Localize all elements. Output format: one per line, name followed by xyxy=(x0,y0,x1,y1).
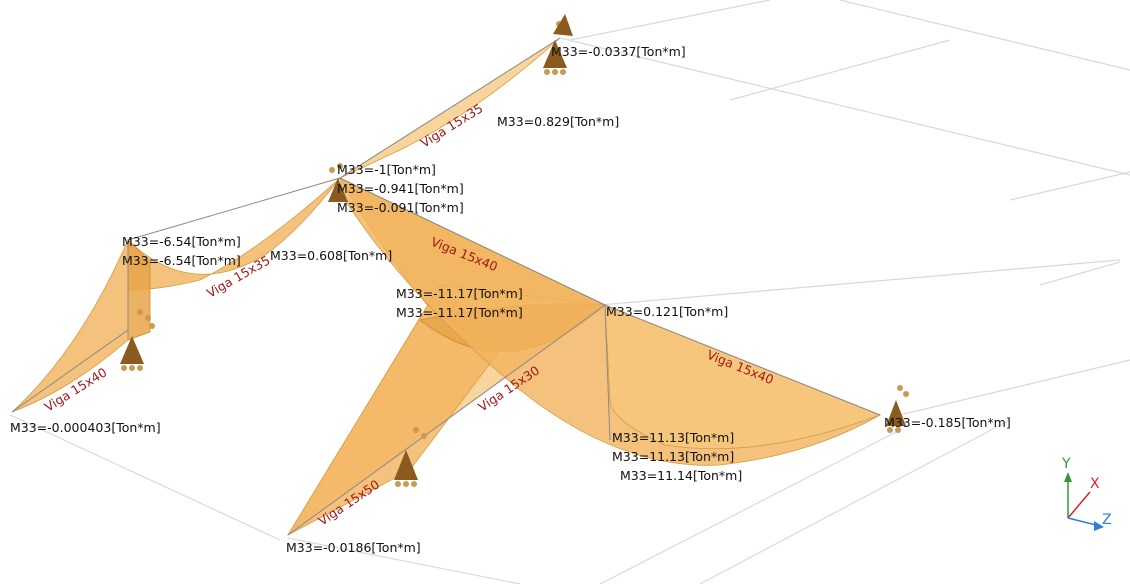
moment-label-pos-1: M33=11.13[Ton*m] xyxy=(612,430,734,445)
axis-triad: Y X Z xyxy=(1061,456,1112,531)
support-roller xyxy=(411,481,417,487)
moment-area-right-span xyxy=(604,304,882,450)
grid-line xyxy=(1009,171,1130,201)
support-triangle xyxy=(553,14,573,36)
support-roller xyxy=(897,385,903,391)
beam-line xyxy=(604,304,881,416)
support-triangle xyxy=(328,178,348,202)
moment-label-span1: M33=0.829[Ton*m] xyxy=(497,114,619,129)
support-roller xyxy=(121,365,127,371)
moment-label-left-2: M33=-6.54[Ton*m] xyxy=(122,253,241,268)
grid-line xyxy=(899,359,1130,416)
grid-line xyxy=(599,259,1121,306)
support-roller xyxy=(329,167,335,173)
axis-x-label: X xyxy=(1090,476,1100,492)
support-left-node xyxy=(120,309,155,371)
support-triangle xyxy=(394,450,418,480)
support-triangle xyxy=(886,400,906,426)
moment-label-pos-2: M33=11.13[Ton*m] xyxy=(612,449,734,464)
grid-line xyxy=(287,537,521,584)
grid-line xyxy=(1039,261,1121,286)
grid-line xyxy=(559,37,1130,176)
support-roller xyxy=(395,481,401,487)
support-roller xyxy=(137,309,143,315)
grid-line xyxy=(729,39,951,101)
moment-label-far-left: M33=-0.000403[Ton*m] xyxy=(10,420,161,435)
moment-label-left-1: M33=-6.54[Ton*m] xyxy=(122,234,241,249)
moment-label-span2: M33=0.608[Ton*m] xyxy=(270,248,392,263)
support-triangle xyxy=(543,40,567,68)
grid-line xyxy=(569,0,771,41)
support-roller xyxy=(129,365,135,371)
moment-label-top: M33=-0.0337[Ton*m] xyxy=(551,44,686,59)
support-roller xyxy=(403,481,409,487)
grid-line xyxy=(599,429,901,584)
grid-line xyxy=(699,419,1011,584)
support-roller xyxy=(413,427,419,433)
support-right xyxy=(886,385,909,433)
beam-line xyxy=(287,304,606,536)
support-roller xyxy=(552,69,558,75)
beam-line xyxy=(604,304,611,441)
support-roller xyxy=(903,391,909,397)
support-roller xyxy=(145,315,151,321)
moment-label-mid-1: M33=-11.17[Ton*m] xyxy=(396,286,523,301)
axis-y-label: Y xyxy=(1061,456,1071,472)
axis-y-arrow xyxy=(1064,472,1072,482)
beam-lines xyxy=(11,37,881,536)
beam-line xyxy=(339,177,606,306)
beam-line xyxy=(11,329,129,413)
moment-label-node-a-3: M33=-0.091[Ton*m] xyxy=(337,200,464,215)
beam-line xyxy=(127,177,341,241)
support-node-a xyxy=(328,163,348,202)
axis-x-line xyxy=(1067,491,1091,519)
moment-label-node-a-1: M33=-1[Ton*m] xyxy=(337,162,436,177)
axis-z-label: Z xyxy=(1102,512,1112,528)
support-roller xyxy=(337,163,343,169)
grid-lines xyxy=(9,0,1130,584)
supports xyxy=(120,14,909,487)
moment-label-node-b: M33=0.121[Ton*m] xyxy=(606,304,728,319)
support-roller xyxy=(560,69,566,75)
grid-line xyxy=(9,414,281,541)
moment-label-bottom: M33=-0.0186[Ton*m] xyxy=(286,540,421,555)
support-roller xyxy=(149,323,155,329)
moment-label-mid-2: M33=-11.17[Ton*m] xyxy=(396,305,523,320)
axis-z-arrow xyxy=(1094,521,1104,531)
moment-labels: M33=-0.0337[Ton*m] M33=0.829[Ton*m] M33=… xyxy=(10,44,1011,555)
support-roller xyxy=(544,69,550,75)
moment-label-node-a-2: M33=-0.941[Ton*m] xyxy=(337,181,464,196)
grid-line xyxy=(839,0,1130,71)
support-top xyxy=(543,14,573,75)
support-roller xyxy=(421,433,427,439)
moment-label-pos-3: M33=11.14[Ton*m] xyxy=(620,468,742,483)
support-roller xyxy=(137,365,143,371)
support-triangle xyxy=(120,336,144,364)
support-roller xyxy=(895,427,901,433)
support-roller xyxy=(887,427,893,433)
support-bottom-center xyxy=(394,427,427,487)
beam-line xyxy=(339,37,561,179)
moment-label-right: M33=-0.185[Ton*m] xyxy=(884,415,1011,430)
